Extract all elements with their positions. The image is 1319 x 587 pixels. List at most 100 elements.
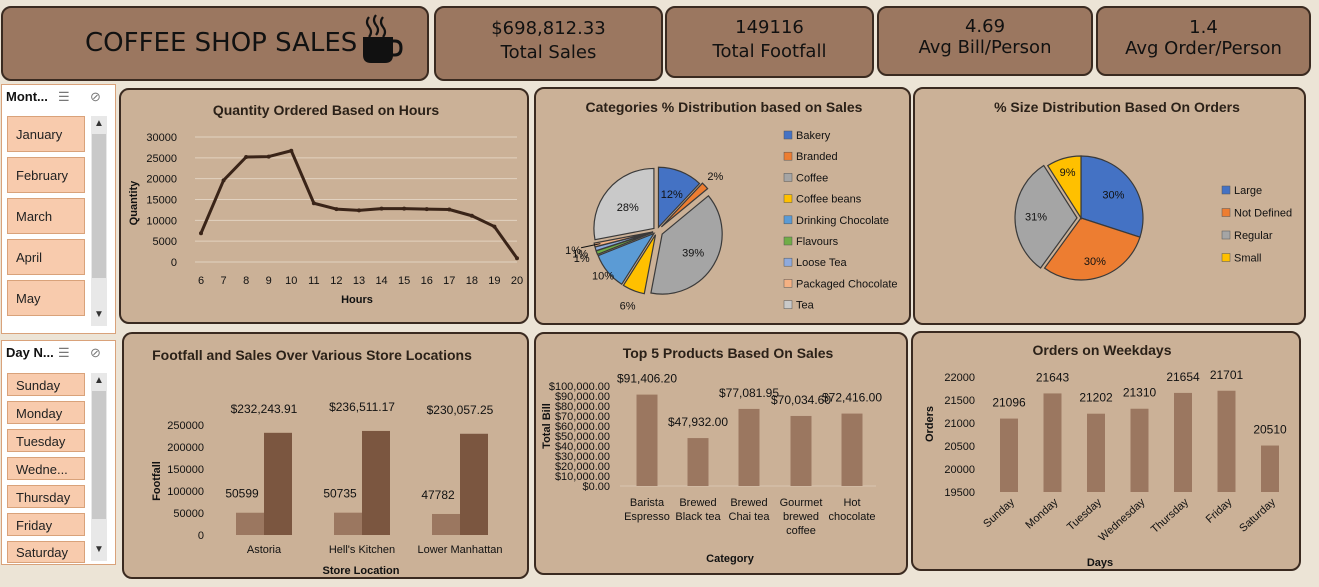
- clear-filter-icon[interactable]: ⊘: [90, 345, 101, 360]
- y-tick-label: 50000: [173, 508, 204, 520]
- data-label: $91,406.20: [617, 372, 677, 386]
- y-tick-label: $60,000.00: [555, 421, 610, 433]
- legend-label: Regular: [1234, 230, 1273, 242]
- y-tick-label: 20000: [146, 174, 177, 186]
- x-axis-label: Store Location: [322, 565, 399, 577]
- scroll-up-icon[interactable]: ▲: [94, 375, 104, 386]
- kpi-label: Total Footfall: [712, 41, 827, 62]
- data-label: 21701: [1210, 368, 1244, 382]
- x-axis-label: Days: [1087, 557, 1113, 569]
- pie-slice: [593, 167, 655, 241]
- multi-select-icon[interactable]: ☰: [58, 345, 70, 360]
- slicer-header: Mont...: [6, 89, 48, 104]
- x-axis-label: Category: [706, 553, 755, 565]
- slicer-scrollbar[interactable]: ▲ ▼: [91, 116, 107, 326]
- slicer-item-tuesday[interactable]: Tuesday: [7, 429, 85, 452]
- bar-sales: [264, 432, 292, 535]
- data-point: [311, 201, 316, 206]
- scroll-thumb[interactable]: [92, 391, 106, 519]
- chart-title: Footfall and Sales Over Various Store Lo…: [152, 347, 472, 363]
- y-tick-label: 5000: [153, 236, 177, 248]
- slicer-item-april[interactable]: April: [7, 239, 85, 275]
- legend-swatch: [1221, 208, 1231, 217]
- legend-label: Large: [1234, 185, 1262, 197]
- data-label: 2%: [707, 171, 723, 183]
- x-tick-label: brewed: [783, 511, 819, 523]
- categories-pie-chart: Categories % Distribution based on Sales…: [565, 99, 897, 312]
- y-tick-label: 25000: [146, 153, 177, 165]
- kpi-value: 4.69: [964, 16, 1006, 37]
- slicer-scrollbar[interactable]: ▲ ▼: [91, 373, 107, 561]
- slicer-item-january[interactable]: January: [7, 116, 85, 152]
- slicer-item-monday[interactable]: Monday: [7, 401, 85, 424]
- y-tick-label: $80,000.00: [555, 401, 610, 413]
- y-axis-label: Footfall: [151, 461, 163, 501]
- weekday-orders-bar-chart: Orders on Weekdays 22000 21500 21000 20500 2…: [924, 342, 1287, 569]
- data-point: [424, 207, 429, 212]
- data-point: [289, 148, 294, 153]
- data-label: 30%: [1102, 189, 1124, 201]
- day-slicer[interactable]: Day N... ☰ ⊘ Sunday Monday Tuesday Wedne…: [1, 340, 116, 565]
- x-tick-label: 9: [266, 275, 272, 287]
- scroll-up-icon[interactable]: ▲: [94, 118, 104, 129]
- kpi-total-footfall: 149116 Total Footfall: [665, 6, 874, 78]
- bar: [1261, 445, 1279, 492]
- legend-label: Coffee beans: [796, 194, 862, 206]
- legend-swatch: [783, 130, 793, 140]
- hours-line-chart: Quantity Ordered Based on Hours 30000 250…: [128, 102, 523, 306]
- scroll-down-icon[interactable]: ▼: [94, 309, 104, 320]
- legend-label: Tea: [796, 300, 815, 312]
- data-label: 21654: [1166, 370, 1200, 384]
- legend-swatch: [783, 257, 793, 267]
- y-axis-label: Total Bill: [541, 403, 553, 449]
- top-products-bar-chart: Top 5 Products Based On Sales $100,000.0…: [541, 345, 882, 565]
- data-label: 21202: [1079, 391, 1113, 405]
- bar: [790, 415, 812, 486]
- legend-swatch: [1221, 253, 1231, 262]
- clear-filter-icon[interactable]: ⊘: [90, 89, 101, 104]
- x-tick-label: 14: [375, 275, 387, 287]
- x-tick-label: 15: [398, 275, 410, 287]
- data-label: $232,243.91: [231, 402, 298, 416]
- scroll-thumb[interactable]: [92, 134, 106, 278]
- kpi-value: $698,812.33: [491, 18, 606, 39]
- data-label: 6%: [620, 300, 636, 312]
- data-label: 30%: [1084, 256, 1106, 268]
- x-tick-label: Tuesday: [1065, 496, 1104, 533]
- store-location-bar-chart: Footfall and Sales Over Various Store Lo…: [151, 347, 503, 577]
- bar-sales: [460, 433, 488, 535]
- slicer-item-friday[interactable]: Friday: [7, 513, 85, 536]
- scroll-down-icon[interactable]: ▼: [94, 544, 104, 555]
- kpi-label: Avg Order/Person: [1125, 38, 1282, 59]
- month-slicer[interactable]: Mont... ☰ ⊘ January February March April…: [1, 84, 116, 334]
- slicer-item-thursday[interactable]: Thursday: [7, 485, 85, 508]
- slicer-item-wednesday[interactable]: Wedne...: [7, 457, 85, 480]
- kpi-avg-bill: 4.69 Avg Bill/Person: [877, 6, 1093, 76]
- data-label: 1%: [572, 248, 588, 260]
- bar: [687, 438, 709, 486]
- y-tick-label: $70,000.00: [555, 411, 610, 423]
- data-label: 21310: [1123, 386, 1157, 400]
- x-tick-label: Sunday: [981, 496, 1017, 530]
- data-point: [402, 206, 407, 211]
- store-location-chart-panel: Footfall and Sales Over Various Store Lo…: [122, 332, 529, 579]
- x-tick-label: 19: [488, 275, 500, 287]
- slicer-item-sunday[interactable]: Sunday: [7, 373, 85, 396]
- bar-footfall: [236, 512, 264, 535]
- bar: [738, 408, 760, 486]
- x-tick-label: 8: [243, 275, 249, 287]
- data-point: [447, 207, 452, 212]
- slicer-item-saturday[interactable]: Saturday: [7, 541, 85, 563]
- pie-slice: [1043, 217, 1141, 281]
- slicer-item-february[interactable]: February: [7, 157, 85, 193]
- bar: [1174, 392, 1192, 492]
- data-label: 9%: [1060, 167, 1076, 179]
- multi-select-icon[interactable]: ☰: [58, 89, 70, 104]
- slicer-item-may[interactable]: May: [7, 280, 85, 316]
- data-point: [221, 178, 226, 183]
- slicer-item-march[interactable]: March: [7, 198, 85, 234]
- y-tick-label: 0: [198, 530, 204, 542]
- legend-swatch: [783, 173, 793, 182]
- y-tick-label: 15000: [146, 195, 177, 207]
- data-label: 39%: [682, 247, 704, 259]
